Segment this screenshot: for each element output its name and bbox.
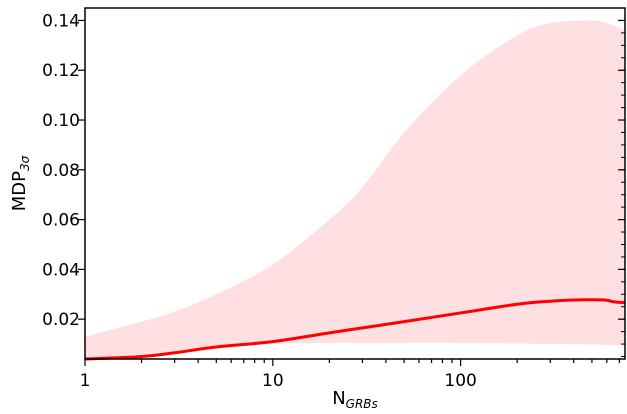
- x-axis-ticks: 1 10 100: [80, 359, 620, 391]
- y-tick-label: 0.10: [42, 111, 80, 131]
- y-tick-label: 0.06: [42, 211, 80, 231]
- x-tick-label: 100: [444, 371, 476, 391]
- series-line-layer: [84, 298, 626, 361]
- y-tick-label: 0.08: [42, 161, 80, 181]
- y-tick-label: 0.12: [42, 61, 80, 81]
- x-tick-label: 10: [262, 371, 284, 391]
- confidence-band: [85, 20, 625, 359]
- series-line-0: [84, 298, 626, 361]
- x-axis-label: NGRBs: [332, 388, 378, 411]
- x-tick-label: 1: [80, 371, 91, 391]
- y-tick-label: 0.14: [42, 11, 80, 31]
- y-tick-label: 0.02: [42, 310, 80, 330]
- plot-area-frame: [84, 7, 626, 360]
- y-axis-label: MDP3σ: [9, 155, 32, 211]
- y-tick-label: 0.04: [42, 260, 80, 280]
- confidence-band-layer: [85, 20, 625, 359]
- y-axis-ticks: 0.02 0.04 0.06 0.08 0.10 0.12 0.14: [42, 11, 625, 358]
